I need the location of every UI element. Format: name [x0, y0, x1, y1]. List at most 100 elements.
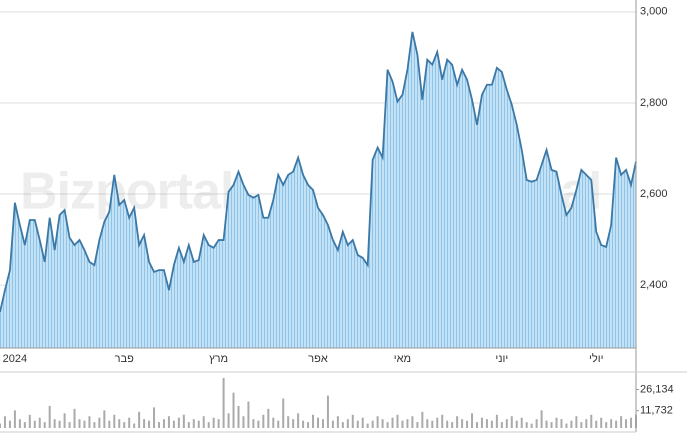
volume-bar — [575, 416, 578, 428]
volume-bar — [411, 416, 414, 428]
y-tick-label: 11,732 — [640, 405, 673, 417]
volume-bar — [78, 419, 81, 428]
volume-bar — [287, 416, 290, 428]
volume-bar — [530, 423, 533, 428]
volume-bar — [43, 422, 46, 428]
volume-bar — [98, 417, 101, 428]
volume-bar — [515, 420, 518, 428]
volume-bar — [18, 419, 21, 428]
volume-bar — [625, 419, 628, 428]
volume-bar — [555, 417, 558, 428]
volume-bar — [426, 419, 429, 428]
volume-bar — [565, 423, 568, 428]
volume-bar — [366, 423, 369, 428]
volume-bar — [148, 420, 151, 428]
volume-bar — [560, 419, 563, 428]
volume-bar — [585, 419, 588, 428]
volume-bar — [83, 420, 86, 428]
volume-bar — [202, 416, 205, 428]
volume-bar — [505, 419, 508, 428]
volume-bar — [187, 422, 190, 428]
volume-bar — [371, 420, 374, 428]
volume-bar — [153, 407, 156, 428]
volume-bar — [172, 420, 175, 428]
volume-bar — [257, 420, 260, 428]
volume-bar — [282, 398, 285, 428]
volume-bar — [53, 419, 56, 428]
volume-bar — [158, 422, 160, 428]
volume-bar — [595, 420, 598, 428]
volume-bar — [133, 423, 136, 428]
volume-bar — [68, 422, 71, 428]
volume-bar — [103, 410, 106, 428]
volume-bar — [192, 419, 195, 428]
volume-bar — [361, 417, 364, 428]
volume-bar — [8, 420, 11, 428]
volume-bar — [396, 414, 399, 428]
x-tick-label: יוני — [495, 353, 508, 365]
volume-bar — [326, 395, 329, 428]
volume-bar — [73, 408, 76, 428]
x-tick-label: אפר — [308, 353, 328, 365]
volume-bar — [197, 420, 200, 428]
volume-bar — [570, 420, 573, 428]
volume-bar — [451, 422, 454, 428]
x-tick-label: מאי — [394, 353, 411, 365]
volume-bar — [540, 410, 543, 428]
volume-bar — [610, 419, 613, 428]
volume-bar — [312, 414, 315, 428]
volume-bar — [510, 416, 513, 428]
plot — [0, 31, 637, 428]
volume-bar — [0, 423, 1, 428]
volume-bar — [600, 417, 603, 428]
volume-bar — [33, 420, 36, 428]
volume-bar — [351, 414, 354, 428]
y-tick-label: 3,000 — [640, 6, 668, 18]
volume-bar — [346, 419, 349, 428]
volume-bar — [162, 419, 165, 428]
volume-bar — [232, 392, 235, 428]
volume-bar — [520, 417, 523, 428]
volume-bar — [297, 413, 300, 428]
volume-bar — [535, 419, 538, 428]
volume-bar — [58, 420, 61, 428]
volume-bar — [212, 417, 215, 428]
x-tick-label: מרץ — [209, 353, 228, 365]
volume-bar — [13, 410, 16, 428]
volume-bar — [441, 414, 444, 428]
volume-bar — [292, 419, 295, 428]
volume-bar — [247, 401, 250, 428]
volume-bar — [500, 422, 503, 428]
volume-bar — [630, 417, 633, 428]
volume-bar — [615, 420, 618, 428]
volume-bar — [406, 419, 409, 428]
volume-bar — [466, 420, 469, 428]
x-tick-label: יולי — [589, 352, 603, 365]
volume-bar — [476, 422, 478, 428]
volume-bar — [143, 419, 146, 428]
volume-bar — [302, 420, 305, 428]
volume-bar — [93, 422, 96, 428]
volume-bar — [207, 422, 210, 428]
area — [0, 31, 636, 348]
volume-bar — [3, 416, 6, 428]
volume-bar — [267, 408, 270, 428]
volume-bar — [262, 414, 265, 428]
volume-bar — [28, 414, 31, 428]
volume-bar — [222, 377, 225, 428]
volume-bar — [108, 420, 111, 428]
volume-bar — [317, 417, 319, 428]
volume-bar — [550, 422, 553, 428]
volume-bar — [88, 416, 91, 428]
x-tick-label: פבר — [115, 353, 134, 365]
volume-bar — [490, 420, 493, 428]
volume-bar — [471, 413, 474, 428]
volume-bar — [436, 417, 439, 428]
volume-bar — [525, 422, 528, 428]
volume-bar — [182, 414, 185, 428]
y-tick-label: 2,400 — [640, 279, 668, 291]
volume-bar — [401, 420, 404, 428]
volume-bar — [123, 422, 126, 428]
volume-bar — [431, 420, 434, 428]
